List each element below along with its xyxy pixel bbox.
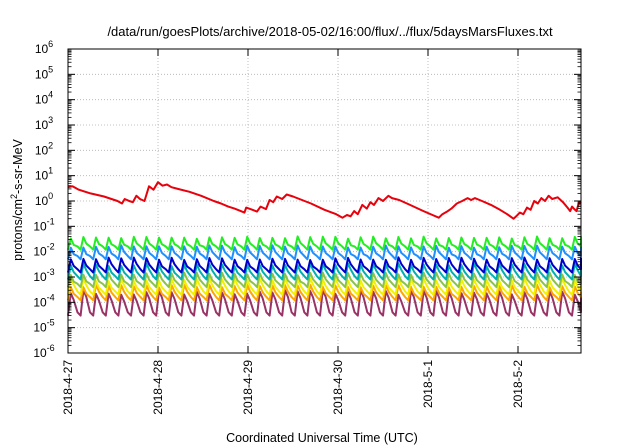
y-tick-label: 10-3: [33, 267, 54, 284]
x-tick-labels: 2018-4-27 2018-4-28 2018-4-29 2018-4-30 2018…: [61, 360, 525, 415]
y-tick-label: 102: [35, 140, 53, 157]
series-line-2: [67, 235, 582, 251]
y-tick-label: 10-4: [33, 292, 54, 309]
series-line-5: [67, 262, 582, 281]
series-line-4: [67, 256, 582, 274]
x-tick-label: 2018-5-1: [421, 360, 435, 408]
x-tick-label: 2018-5-2: [511, 360, 525, 408]
series-line-3: [67, 244, 582, 261]
series-line-6: [67, 271, 582, 289]
x-tick-label: 2018-4-28: [151, 360, 165, 415]
series-group: [67, 181, 582, 317]
y-tick-label: 10-6: [33, 343, 54, 360]
series-line-9: [67, 289, 582, 317]
x-tick-label: 2018-4-30: [331, 360, 345, 415]
series-line-8: [67, 283, 582, 302]
x-tick-label: 2018-4-29: [241, 360, 255, 415]
y-tick-label: 10-1: [33, 216, 54, 233]
x-tick-label: 2018-4-27: [61, 360, 75, 415]
x-axis-label: Coordinated Universal Time (UTC): [226, 431, 418, 445]
y-tick-label: 104: [35, 90, 53, 107]
y-tick-label: 10-5: [33, 318, 54, 335]
y-tick-label: 100: [35, 191, 53, 208]
y-tick-label: 101: [35, 166, 53, 183]
y-tick-label: 105: [35, 64, 53, 81]
y-axis-label: protons/cm2-s-sr-MeV: [9, 138, 25, 260]
y-tick-label: 10-2: [33, 242, 54, 259]
series-line-7: [67, 277, 582, 296]
y-tick-labels: 10-6 10-5 10-4 10-3 10-2 10-1 100 101 102 103 104 1…: [33, 39, 54, 360]
y-tick-label: 103: [35, 115, 53, 132]
axis-ticks: [67, 48, 581, 354]
y-tick-label: 106: [35, 39, 53, 56]
series-line-1: [67, 181, 582, 220]
chart-title: /data/run/goesPlots/archive/2018-05-02/1…: [107, 24, 553, 39]
